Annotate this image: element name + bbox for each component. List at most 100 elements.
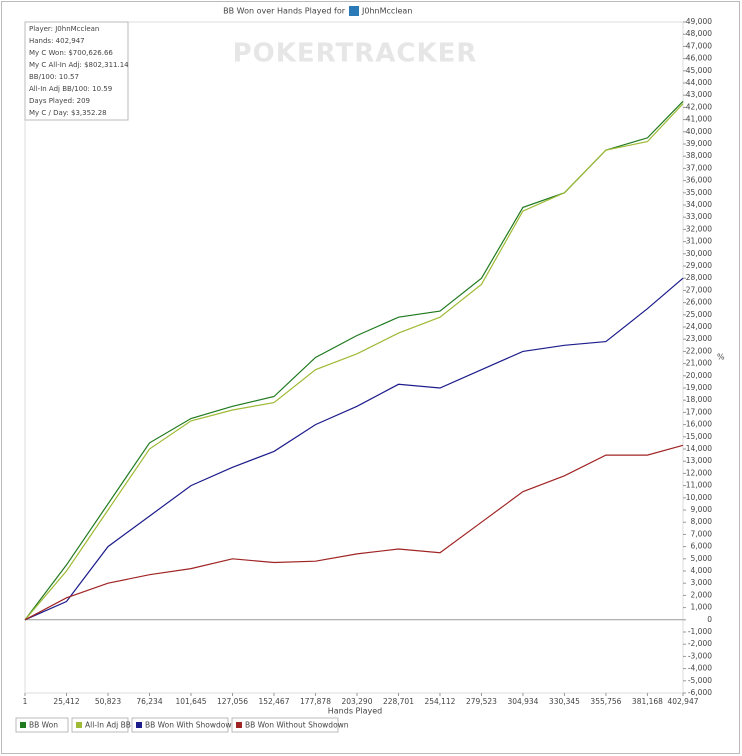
- y-tick-label: -3,000: [688, 651, 712, 660]
- y-tick-label: 33,000: [686, 212, 712, 221]
- y-tick-label: 41,000: [686, 115, 712, 124]
- legend-item: [71, 717, 129, 733]
- y-tick-label: 40,000: [686, 127, 712, 136]
- y-tick-label: -5,000: [688, 676, 712, 685]
- y-tick-label: 20,000: [686, 371, 712, 380]
- y-tick-label: 24,000: [686, 322, 712, 331]
- y-tick-label: 3,000: [691, 578, 713, 587]
- y-tick-label: 2,000: [691, 590, 713, 599]
- y-tick-label: 30,000: [686, 249, 712, 258]
- y-tick-label: 28,000: [686, 273, 712, 282]
- y-tick-label: 19,000: [686, 383, 712, 392]
- series-line: [24, 277, 684, 621]
- x-tick-label: 152,467: [258, 697, 289, 706]
- info-line: My C Won: $700,626.66: [29, 49, 113, 57]
- y-tick-label: 44,000: [686, 78, 712, 87]
- y-tick-label: 27,000: [686, 285, 712, 294]
- x-tick-label: 127,056: [217, 697, 248, 706]
- y-tick-label: 35,000: [686, 188, 712, 197]
- y-tick-label: 11,000: [686, 481, 712, 490]
- legend-label: All-In Adj BB: [85, 721, 131, 730]
- y-tick-label: 14,000: [686, 444, 712, 453]
- y-tick-label: 43,000: [686, 90, 712, 99]
- chart-title-player: J0hnMcclean: [361, 7, 412, 16]
- y-tick-label: 49,000: [686, 17, 712, 26]
- x-tick-label: 1: [23, 697, 28, 706]
- x-tick-label: 330,345: [549, 697, 580, 706]
- y-tick-label: 38,000: [686, 151, 712, 160]
- info-line: Days Played: 209: [29, 97, 90, 105]
- player-icon: [349, 6, 359, 16]
- legend-item: [231, 717, 339, 733]
- x-tick-label: 381,168: [632, 697, 663, 706]
- legend-swatch: [20, 722, 26, 728]
- legend-swatch: [76, 722, 82, 728]
- y-tick-label: 9,000: [691, 505, 713, 514]
- x-axis-label: Hands Played: [328, 707, 382, 716]
- info-line: All-In Adj BB/100: 10.59: [29, 85, 112, 93]
- x-tick-label: 76,234: [136, 697, 162, 706]
- y-tick-label: 18,000: [686, 395, 712, 404]
- x-tick-label: 304,934: [507, 697, 538, 706]
- x-tick-label: 25,412: [53, 697, 79, 706]
- plot-area: [24, 21, 684, 694]
- x-tick-label: 203,290: [341, 697, 372, 706]
- info-line: BB/100: 10.57: [29, 73, 79, 81]
- y-axis-label: %: [717, 353, 725, 362]
- y-tick-label: 6,000: [691, 542, 713, 551]
- y-tick-label: 26,000: [686, 298, 712, 307]
- info-box: [24, 21, 129, 121]
- x-tick-label: 355,756: [590, 697, 621, 706]
- legend-label: BB Won: [29, 721, 58, 730]
- chart-title: BB Won over Hands Played for: [223, 7, 346, 16]
- y-tick-label: 46,000: [686, 54, 712, 63]
- info-line: My C All-In Adj: $802,311.14: [29, 61, 129, 69]
- y-tick-label: 36,000: [686, 176, 712, 185]
- y-tick-label: -2,000: [688, 639, 712, 648]
- watermark: POKERTRACKER: [233, 39, 478, 69]
- y-tick-label: 1,000: [691, 603, 713, 612]
- legend-swatch: [136, 722, 142, 728]
- x-tick-label: 101,645: [175, 697, 206, 706]
- y-tick-label: 21,000: [686, 359, 712, 368]
- x-tick-label: 402,947: [667, 697, 698, 706]
- y-tick-label: 4,000: [691, 566, 713, 575]
- y-tick-label: 8,000: [691, 517, 713, 526]
- y-tick-label: -4,000: [688, 664, 712, 673]
- info-line: Hands: 402,947: [29, 37, 85, 45]
- y-tick-label: 45,000: [686, 66, 712, 75]
- y-tick-label: 34,000: [686, 200, 712, 209]
- y-tick-label: 13,000: [686, 456, 712, 465]
- x-tick-label: 254,112: [424, 697, 455, 706]
- y-tick-label: 48,000: [686, 29, 712, 38]
- x-tick-label: 50,823: [95, 697, 121, 706]
- legend-label: BB Won With Showdown: [145, 721, 237, 730]
- y-tick-label: 0: [707, 615, 712, 624]
- legend-item: [131, 717, 229, 733]
- y-tick-label: 15,000: [686, 432, 712, 441]
- y-tick-label: 7,000: [691, 529, 713, 538]
- series-line: [24, 103, 684, 621]
- y-tick-label: 39,000: [686, 139, 712, 148]
- y-tick-label: 47,000: [686, 41, 712, 50]
- y-tick-label: 25,000: [686, 310, 712, 319]
- x-tick-label: 279,523: [466, 697, 497, 706]
- y-tick-label: 32,000: [686, 224, 712, 233]
- x-tick-label: 228,701: [383, 697, 414, 706]
- y-tick-label: -6,000: [688, 688, 712, 697]
- y-tick-label: 22,000: [686, 346, 712, 355]
- x-tick-label: 177,878: [300, 697, 331, 706]
- y-tick-label: 10,000: [686, 493, 712, 502]
- y-tick-label: -1,000: [688, 627, 712, 636]
- y-tick-label: 37,000: [686, 163, 712, 172]
- info-line: My C / Day: $3,352.28: [29, 109, 107, 117]
- y-tick-label: 29,000: [686, 261, 712, 270]
- y-tick-label: 12,000: [686, 468, 712, 477]
- legend-swatch: [236, 722, 242, 728]
- legend-item: [15, 717, 69, 733]
- y-tick-label: 42,000: [686, 102, 712, 111]
- y-tick-label: 16,000: [686, 420, 712, 429]
- y-tick-label: 5,000: [691, 554, 713, 563]
